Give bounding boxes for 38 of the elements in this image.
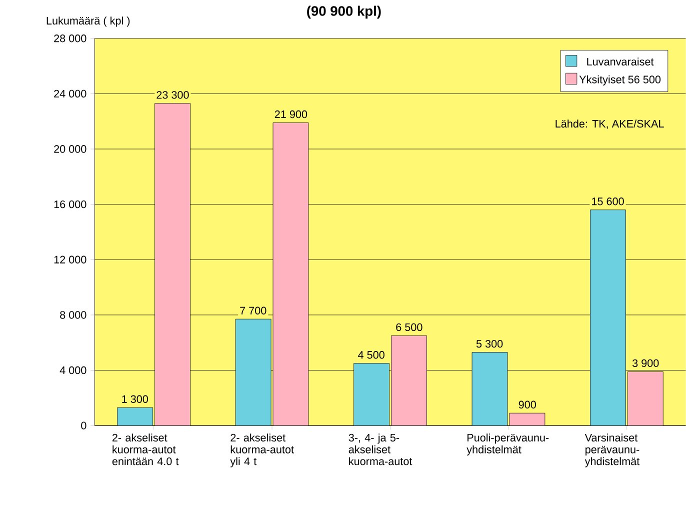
x-tick-label: Puoli-perävaunu-yhdistelmät — [466, 433, 549, 456]
x-tick-label: 3-, 4- ja 5- akseliset kuorma-autot — [348, 433, 412, 466]
y-tick-label: 8 000 — [60, 310, 86, 319]
bar — [590, 210, 626, 426]
data-label: 3 900 — [632, 359, 659, 367]
legend-label: Luvanvaraiset — [587, 57, 654, 66]
data-label: 21 900 — [274, 110, 308, 118]
bar — [235, 318, 272, 426]
y-tick-label: 24 000 — [54, 90, 86, 98]
bar — [509, 412, 545, 426]
y-axis-title: Lukumäärä ( kpl ) — [46, 16, 130, 27]
x-tick-label: Varsinaiset perävaunu-yhdistelmät — [584, 433, 640, 468]
legend-label: Yksityiset 56 500 — [579, 75, 661, 86]
chart-title: (90 900 kpl) — [307, 6, 381, 18]
y-tick-label: 0 — [81, 422, 86, 430]
y-tick-label: 12 000 — [54, 256, 86, 264]
y-tick-label: 28 000 — [54, 34, 86, 42]
data-label: 900 — [518, 400, 536, 408]
x-tick-label: 2- akseliset kuorma-autot yli 4 t — [230, 433, 294, 468]
data-label: 1 300 — [122, 395, 148, 403]
bar — [391, 335, 427, 426]
bar — [627, 371, 664, 426]
y-tick-label: 20 000 — [54, 145, 86, 153]
x-tick-label: 2- akseliset kuorma-autot enintään 4.0 t — [112, 433, 179, 466]
annotation: Lähde: TK, AKE/SKAL — [556, 119, 664, 129]
y-tick-label: 4 000 — [60, 366, 86, 374]
bar — [117, 407, 154, 426]
data-label: 15 600 — [592, 197, 624, 206]
data-label: 5 300 — [476, 340, 503, 348]
y-tick-label: 16 000 — [54, 200, 86, 208]
bar — [272, 122, 309, 426]
data-label: 23 300 — [156, 90, 189, 99]
data-label: 4 500 — [358, 350, 384, 359]
bar — [472, 352, 508, 426]
bar — [354, 363, 390, 426]
data-label: 6 500 — [396, 323, 422, 331]
data-label: 7 700 — [240, 306, 266, 314]
bar — [154, 103, 190, 426]
